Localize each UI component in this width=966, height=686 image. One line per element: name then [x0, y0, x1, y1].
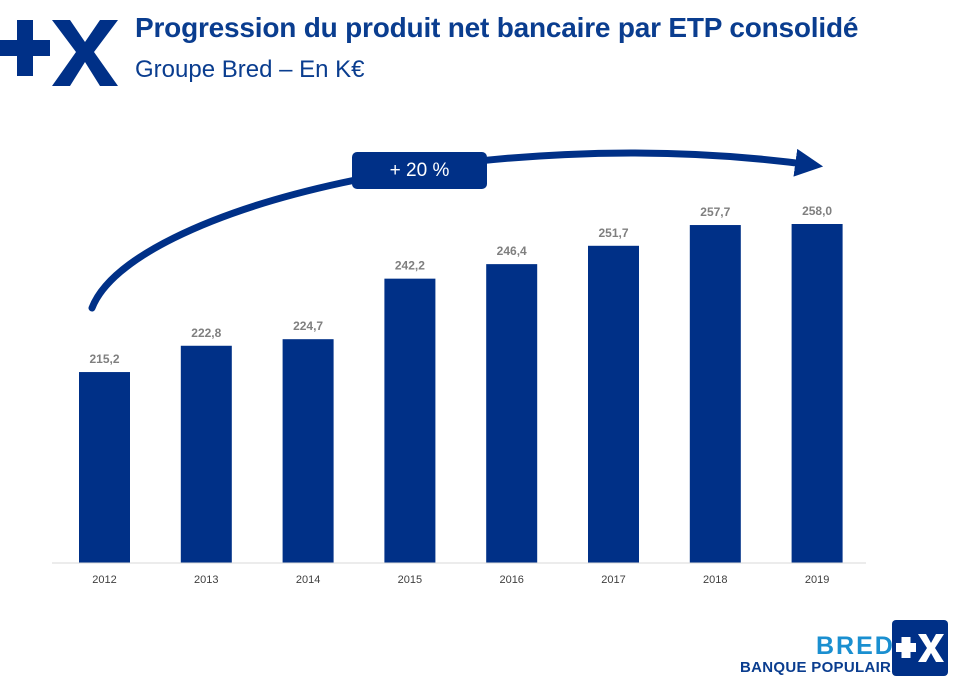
- brand-name: BRED: [816, 632, 895, 660]
- plus-x-badge-icon: [892, 620, 948, 676]
- data-label-2019: 258,0: [802, 204, 832, 218]
- x-tick-2014: 2014: [296, 574, 320, 586]
- bar-2013: [180, 345, 232, 563]
- brand-subtitle: BANQUE POPULAIRE: [740, 659, 902, 676]
- page-subtitle: Groupe Bred – En K€: [135, 56, 365, 83]
- data-label-2014: 224,7: [293, 319, 323, 333]
- bar-2017: [588, 245, 639, 564]
- bar-2015: [384, 278, 436, 563]
- x-tick-2012: 2012: [92, 574, 116, 586]
- x-tick-2018: 2018: [703, 574, 727, 586]
- x-tick-2016: 2016: [499, 574, 523, 586]
- x-tick-2017: 2017: [601, 574, 625, 586]
- growth-arrow: [88, 148, 824, 312]
- growth-annotation: + 20 %: [352, 152, 487, 189]
- x-tick-2015: 2015: [398, 574, 422, 586]
- plus-x-logo-icon: [0, 20, 118, 86]
- bar-2012: [79, 372, 130, 563]
- data-label-2015: 242,2: [395, 259, 425, 273]
- bar-2014: [282, 339, 334, 563]
- data-label-2013: 222,8: [191, 326, 221, 340]
- data-label-2016: 246,4: [497, 244, 527, 258]
- x-tick-2013: 2013: [194, 574, 218, 586]
- brand-logo: BRED BANQUE POPULAIRE: [740, 620, 960, 680]
- data-label-2012: 215,2: [89, 352, 119, 366]
- x-tick-2019: 2019: [805, 574, 829, 586]
- data-label-2018: 257,7: [700, 205, 730, 219]
- page-title: Progression du produit net bancaire par …: [135, 12, 859, 43]
- data-label-2017: 251,7: [598, 226, 628, 240]
- bar-2019: [791, 224, 843, 563]
- bar-2018: [689, 225, 741, 563]
- bar-2016: [486, 264, 538, 563]
